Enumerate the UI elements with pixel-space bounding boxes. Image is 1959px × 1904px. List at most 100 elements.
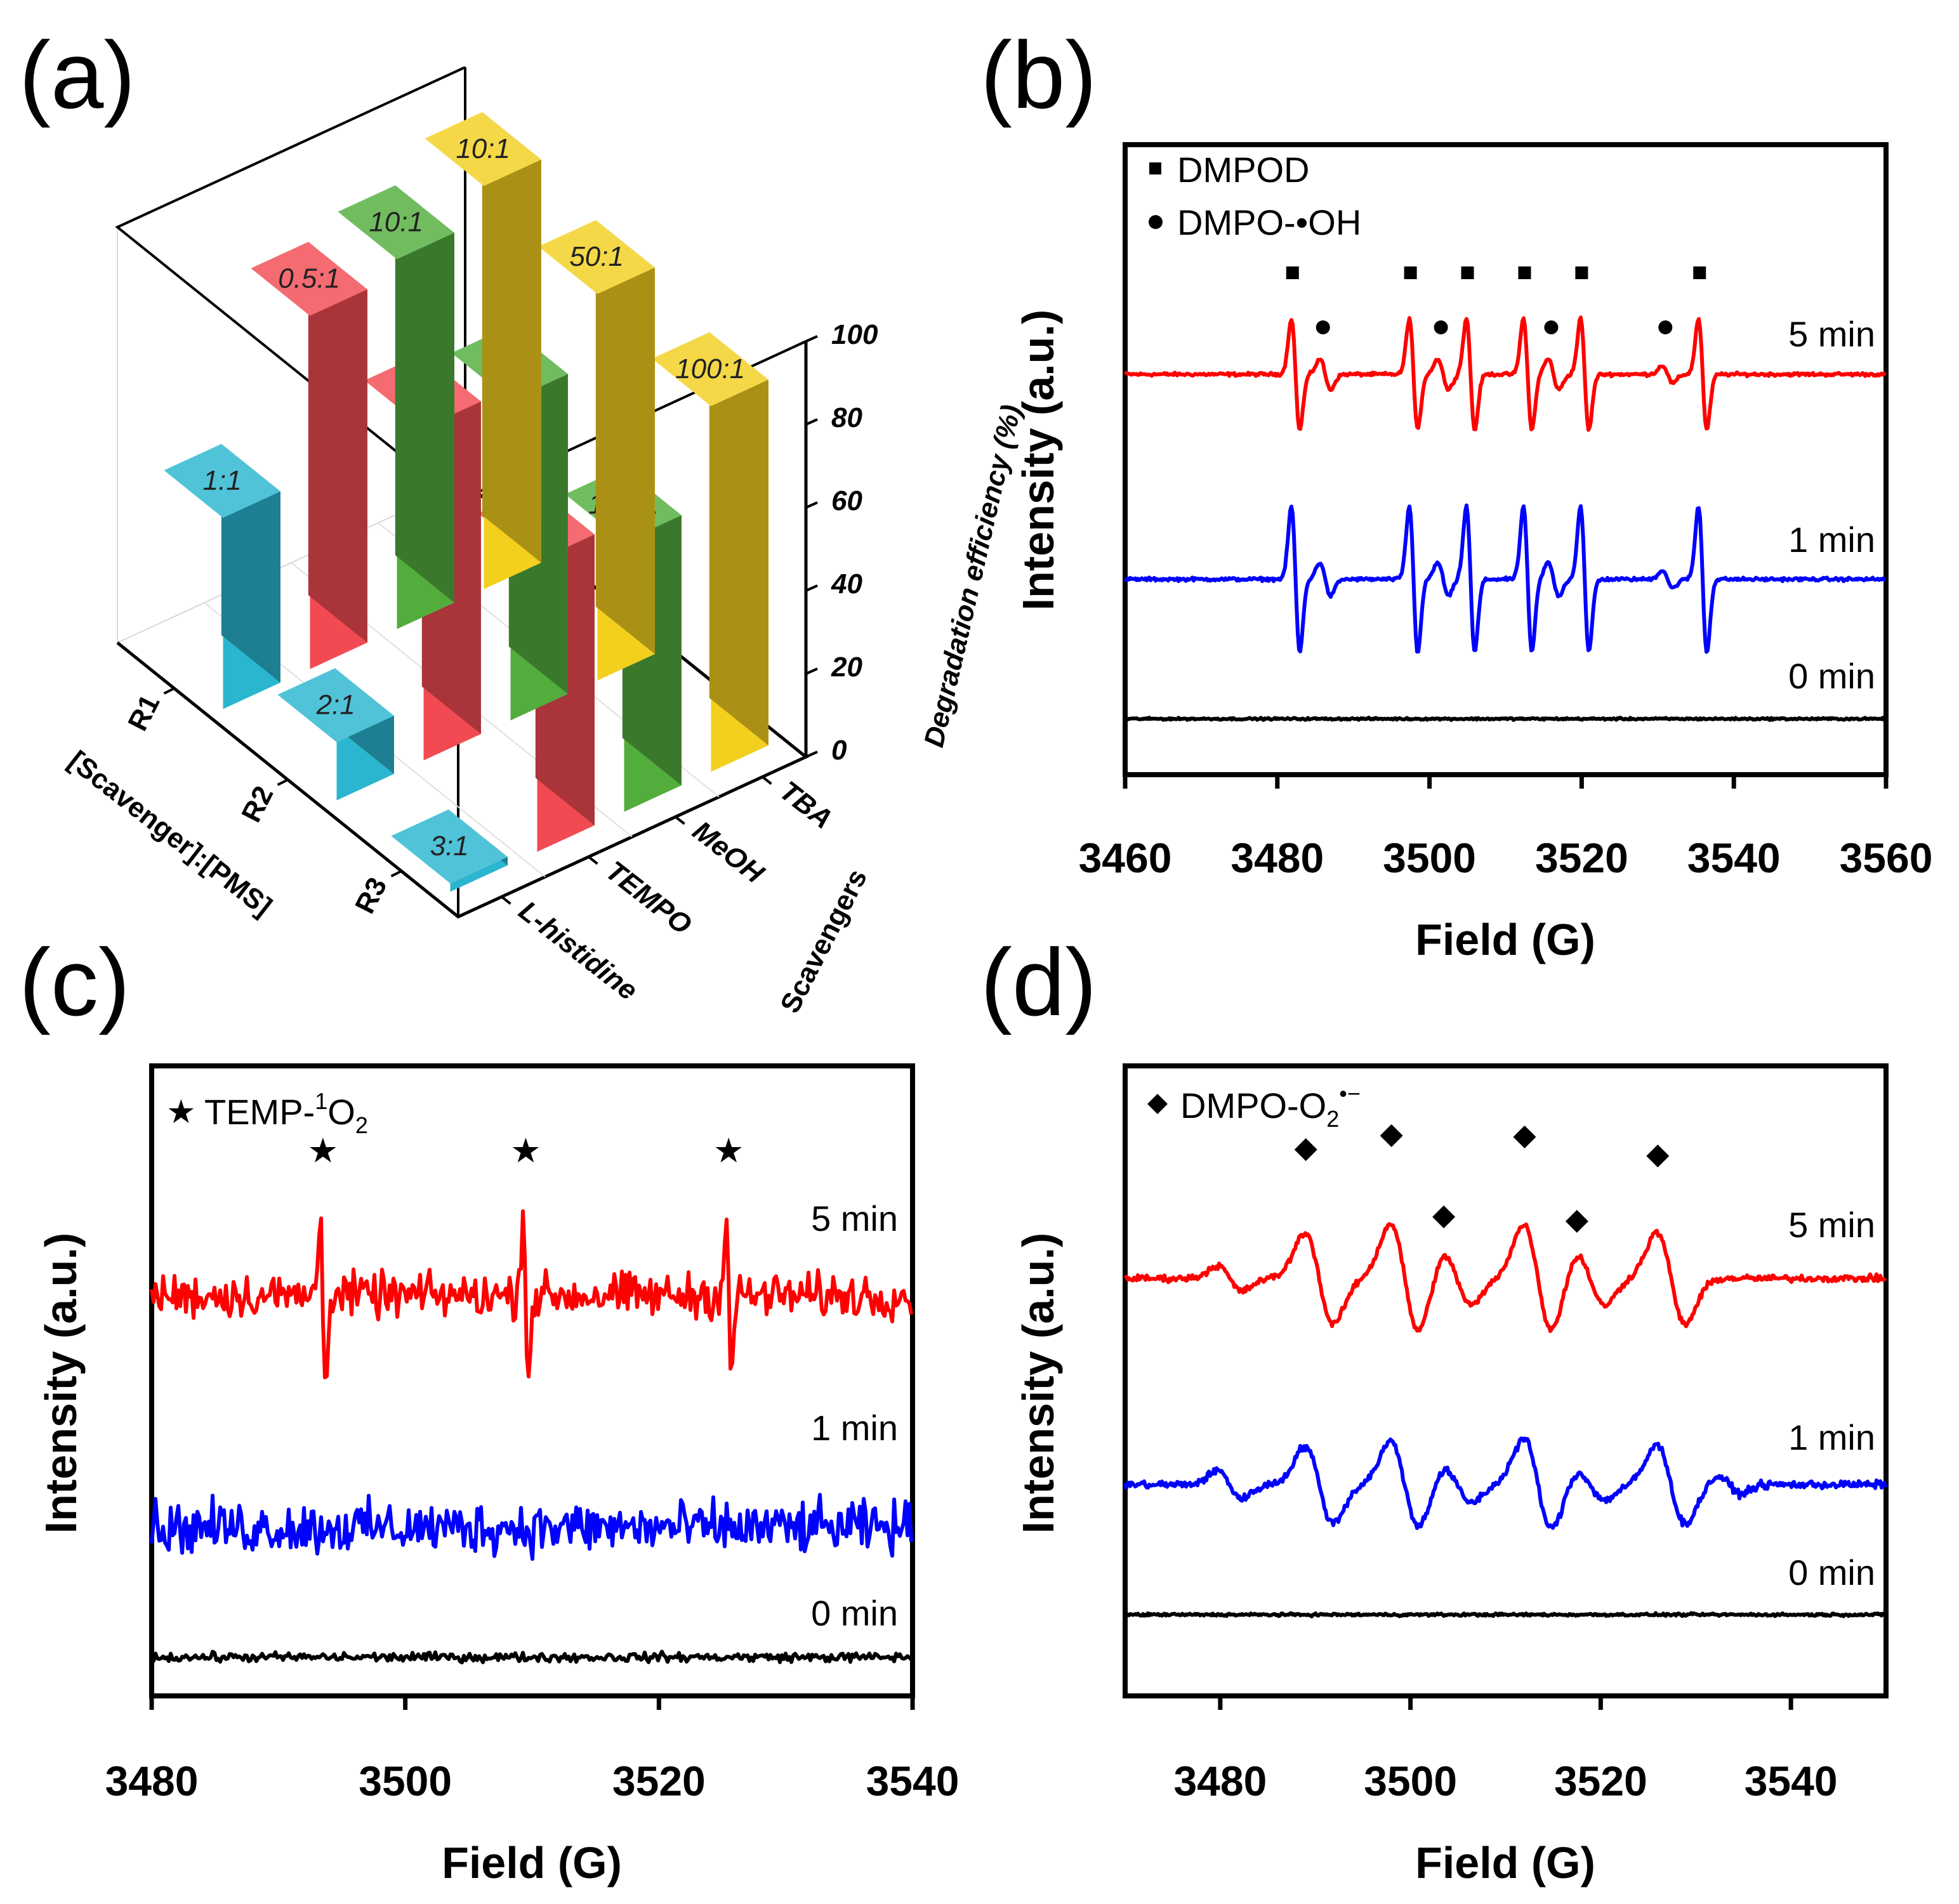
z-tick-label: 40 [831, 568, 862, 600]
row-label: R3 [349, 872, 393, 918]
panel-a-bars: 100:1100:11.5:13:150:150:11:12:110:110:1… [164, 112, 768, 892]
panel-b-peak-markers [1286, 266, 1706, 334]
bar-ratio-label: 100:1 [675, 353, 745, 384]
bar-2-0: 10:1 [338, 185, 454, 629]
z-tick [805, 335, 818, 343]
panel-c-label: (c) [19, 929, 130, 1035]
bar-ratio-label: 2:1 [316, 690, 355, 721]
bar-ratio-label: 50:1 [569, 241, 624, 272]
panel-a-z-label: Degradation efficiency (%) [918, 402, 1027, 751]
panel-b-y-label: Intensity (a.u.) [1013, 310, 1063, 610]
bar-0-1: 2:1 [277, 668, 394, 801]
panel-a: (a) 100:1100:11.5:13:150:150:11:12:110:1… [19, 22, 1027, 1018]
bar-ratio-label: 10:1 [369, 206, 423, 237]
panel-a-label: (a) [19, 22, 135, 128]
panel-d-x-label: Field (G) [1415, 1838, 1595, 1888]
bar-3-0: 10:1 [425, 112, 541, 589]
panel-d-tag-1min: 1 min [1788, 1417, 1875, 1457]
bar-side-face [395, 185, 454, 603]
scavenger-label: TBA [774, 775, 838, 835]
trace-1min [1123, 503, 1886, 654]
bar-top-face [338, 185, 454, 259]
x-tick-label: 3540 [866, 1757, 960, 1804]
z-tick [805, 501, 818, 509]
panel-b-x-label: Field (G) [1415, 915, 1595, 964]
bar-top-face [425, 112, 541, 187]
x-tick-label: 3520 [1554, 1757, 1647, 1804]
panel-d-label: (d) [980, 929, 1097, 1035]
panel-d-y-label: Intensity (a.u.) [1013, 1233, 1063, 1533]
dmpod-marker [1461, 266, 1474, 279]
dmpod-marker [1286, 266, 1299, 279]
dmpo-oh-marker [1434, 320, 1448, 334]
x-tick-label: 3540 [1745, 1757, 1838, 1804]
x-tick-label: 3480 [1173, 1757, 1267, 1804]
x-tick-label: 3480 [105, 1757, 199, 1804]
x-tick-label: 3460 [1079, 834, 1172, 881]
bar-side-face [482, 112, 541, 563]
panel-d-tag-5min: 5 min [1788, 1205, 1875, 1245]
x-tick-label: 3520 [1535, 834, 1628, 881]
trace-1min [150, 1493, 913, 1561]
x-tick-label: 3500 [359, 1757, 452, 1804]
x-tick-label: 3520 [612, 1757, 706, 1804]
legend-diamond-marker [1147, 1094, 1168, 1114]
x-tick-label: 3540 [1687, 834, 1781, 881]
scavenger-tick [588, 855, 598, 865]
diamond-marker [1432, 1205, 1456, 1228]
dmpod-marker [1693, 266, 1706, 279]
scavenger-tick [762, 775, 772, 785]
panel-b-plot-frame [1123, 142, 1889, 777]
z-tick-label: 60 [831, 485, 862, 516]
dmpo-oh-marker [1658, 320, 1673, 334]
panel-b-x-ticks: 3460 3480 3500 3520 3540 3560 [1079, 775, 1932, 881]
legend-circle-marker [1149, 215, 1163, 229]
bar-side-face [308, 242, 367, 643]
row-tick [277, 778, 289, 786]
z-tick [805, 667, 818, 675]
trace-5min [150, 1209, 913, 1379]
bar-1-0: 0.5:1 [251, 242, 367, 669]
legend-star-marker: ★ [166, 1094, 196, 1131]
diamond-marker [1565, 1210, 1588, 1233]
dmpod-marker [1575, 266, 1588, 279]
panel-c-x-label: Field (G) [442, 1838, 622, 1888]
panel-c: (c) 3480 3500 3520 3540 Field (G) Intensity… [19, 929, 959, 1888]
z-tick [805, 418, 818, 426]
panel-b-legend: DMPOD DMPO-•OH [1149, 150, 1361, 242]
legend-square-marker [1149, 162, 1161, 174]
scavenger-tick [675, 815, 685, 825]
trace-0min [150, 1650, 913, 1665]
panel-d-tag-0min: 0 min [1788, 1553, 1875, 1592]
panel-b-tag-5min: 5 min [1788, 314, 1875, 354]
scavenger-tick [501, 895, 511, 905]
bar-top-face [277, 668, 394, 742]
row-tick [163, 687, 175, 695]
bar-front-face [450, 857, 508, 892]
bar-top-face [251, 242, 367, 316]
diamond-marker [1294, 1138, 1317, 1161]
bar-top-face [652, 332, 768, 407]
scavenger-label: L-histidine [513, 895, 643, 1007]
scavenger-label: TEMPO [600, 855, 697, 941]
bar-side-face [595, 220, 655, 654]
panel-a-z-axis: 0 20 40 60 80 100 [804, 319, 878, 766]
bar-top-face [164, 443, 280, 518]
panel-b-tag-1min: 1 min [1788, 520, 1875, 560]
bar-3-1: 50:1 [538, 220, 655, 681]
z-tick [805, 584, 818, 592]
panel-c-traces [150, 1209, 913, 1665]
panel-a-ratio-title: [Scavenger]:[PMS] [63, 745, 277, 922]
bar-top-face [538, 220, 655, 294]
z-tick-label: 100 [831, 319, 878, 350]
bar-3-2: 100:1 [652, 332, 768, 772]
row-tick [390, 870, 402, 877]
dmpod-marker [1404, 266, 1417, 279]
bar-0-2: 3:1 [391, 809, 508, 892]
trace-0min [1123, 1611, 1886, 1618]
panel-d-x-ticks: 3480 3500 3520 3540 [1173, 1696, 1838, 1804]
panel-c-legend-text: TEMP-1O2 [204, 1088, 368, 1138]
diamond-marker [1646, 1145, 1670, 1167]
panel-a-scavengers-title: Scavengers [774, 864, 873, 1018]
panel-c-y-label: Intensity (a.u.) [36, 1233, 86, 1533]
